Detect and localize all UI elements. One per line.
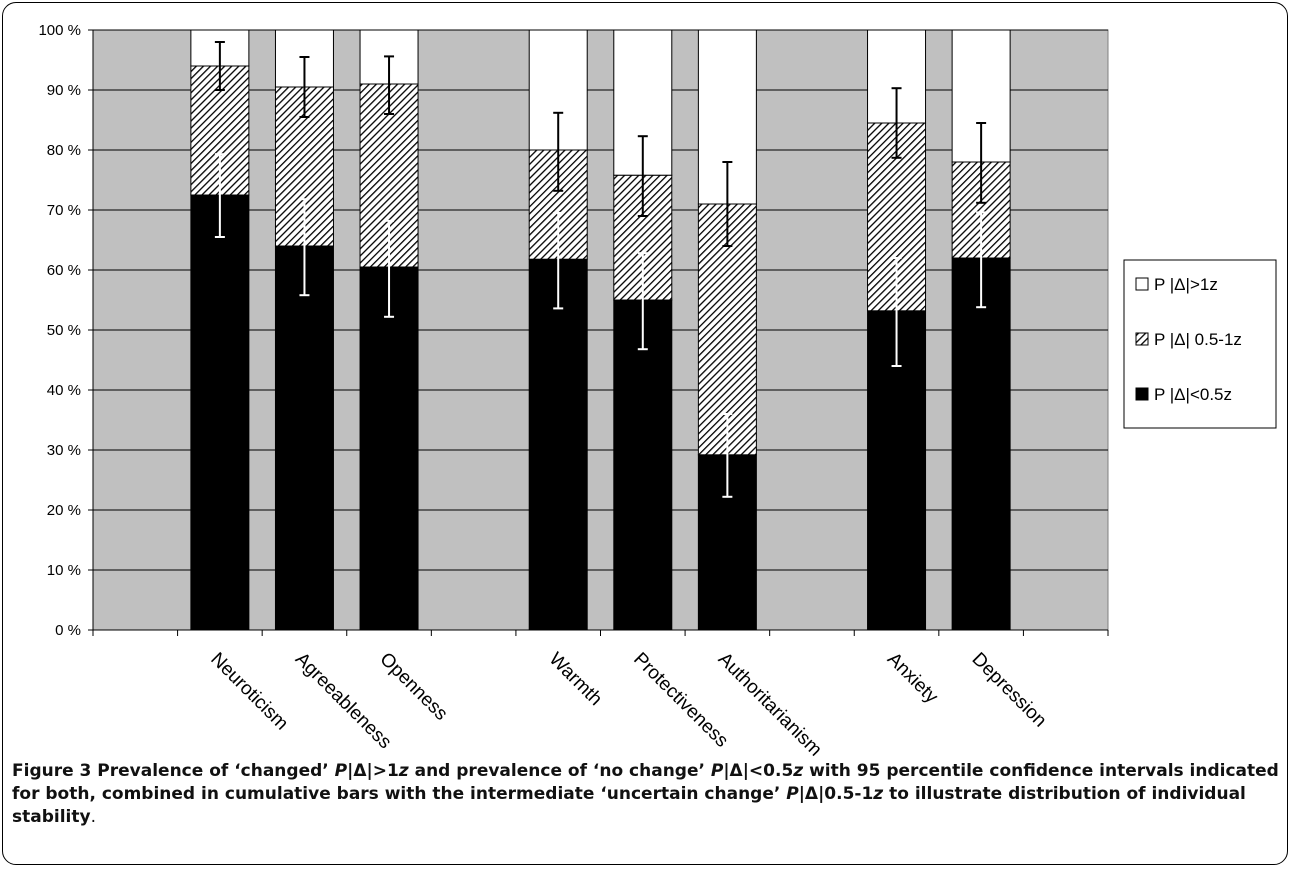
category-label: Warmth (545, 649, 606, 710)
caption-segment: z (873, 784, 884, 804)
y-tick-label: 20 % (47, 502, 81, 519)
bar-segment (613, 299, 673, 631)
y-tick-label: 100 % (38, 22, 81, 39)
legend-label: P |Δ|>1z (1154, 275, 1218, 294)
caption-body: Prevalence of ‘changed’ P|Δ|>1z and prev… (12, 761, 1279, 827)
caption-trailing: . (90, 807, 96, 827)
category-label: Authoritarianism (714, 649, 826, 760)
category-label: Anxiety (883, 649, 942, 708)
caption-segment: z (793, 761, 804, 781)
bar-segment (867, 310, 927, 631)
y-tick-label: 30 % (47, 442, 81, 459)
caption-segment: and prevalence of ‘no change’ (408, 761, 711, 781)
stacked-bar-chart: 0 % 10 % 20 % 30 % 40 % 50 % 60 % 70 % 80 % 90 % 1… (38, 22, 1277, 760)
legend-box (1123, 259, 1277, 429)
caption-segment: to illustrate distribution of individual… (12, 784, 1246, 827)
legend-swatch (1135, 277, 1149, 291)
bar-segment (190, 194, 250, 631)
bar-segment (274, 245, 334, 631)
caption-segment: |Δ|<0.5 (723, 761, 794, 781)
caption-segment: Prevalence of ‘changed’ (91, 761, 335, 781)
caption-segment: P (710, 761, 724, 781)
y-tick-label: 10 % (47, 562, 81, 579)
y-tick-label: 50 % (47, 322, 81, 339)
category-label: Neuroticism (206, 649, 292, 735)
y-tick-label: 90 % (47, 82, 81, 99)
plot-area: 0 % 10 % 20 % 30 % 40 % 50 % 60 % 70 % 80 % 90 % 1… (38, 22, 1109, 760)
legend-label: P |Δ| 0.5-1z (1154, 330, 1242, 349)
caption-segment: P (334, 761, 348, 781)
legend: P |Δ|>1z P |Δ| 0.5-1z P |Δ|<0.5z (1123, 259, 1277, 429)
legend-swatch (1135, 332, 1149, 346)
caption-segment: z (398, 761, 409, 781)
y-tick-label: 70 % (47, 202, 81, 219)
caption-segment: |Δ|0.5-1 (798, 784, 874, 804)
category-label: Openness (376, 649, 452, 725)
bar-segment (951, 29, 1011, 163)
caption-segment: P (786, 784, 799, 804)
y-tick-label: 60 % (47, 262, 81, 279)
caption-segment: |Δ|>1 (347, 761, 399, 781)
y-tick-label: 40 % (47, 382, 81, 399)
figure-label: Figure 3 (12, 761, 92, 781)
y-tick-label: 80 % (47, 142, 81, 159)
y-tick-label: 0 % (55, 622, 81, 639)
bar-segment (528, 258, 588, 631)
legend-swatch (1135, 387, 1149, 401)
category-label: Depression (968, 649, 1051, 732)
figure-caption: Figure 3 Prevalence of ‘changed’ P|Δ|>1z… (12, 760, 1280, 829)
bar-segment (359, 266, 419, 631)
legend-label: P |Δ|<0.5z (1154, 385, 1232, 404)
bar-segment (951, 257, 1011, 631)
caption-segment: with 95 percentile confidence intervals … (12, 761, 1279, 804)
